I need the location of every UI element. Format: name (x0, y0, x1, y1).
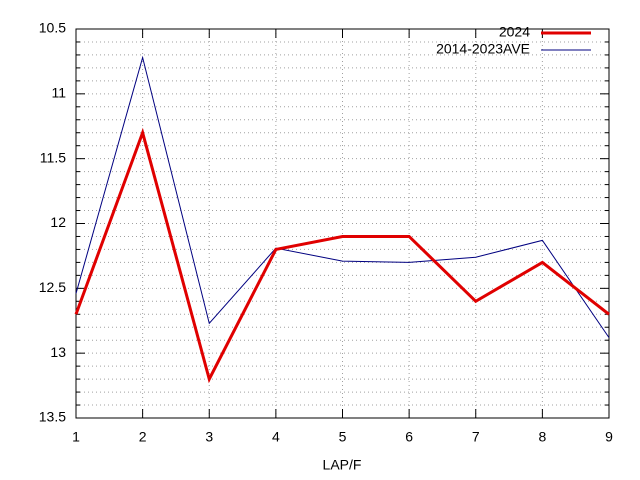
y-tick-label: 11.5 (40, 149, 66, 165)
x-tick-label: 3 (205, 429, 213, 445)
x-tick-label: 7 (472, 429, 480, 445)
data-line (74, 127, 610, 384)
legend-label: 2014-2023AVE (436, 41, 530, 57)
x-tick-label: 2 (139, 429, 147, 445)
y-tick-label: 12 (50, 214, 66, 230)
y-tick-label: 10.5 (39, 20, 66, 36)
y-tick-label: 13 (50, 344, 66, 360)
x-tick-label: 4 (272, 429, 280, 445)
legend-label: 2024 (499, 24, 530, 40)
x-tick-label: 9 (605, 429, 613, 445)
x-tick-label: 6 (405, 429, 413, 445)
x-axis-label: LAP/F (323, 457, 362, 473)
y-tick-label: 13.5 (39, 409, 66, 425)
plot-frame (75, 28, 610, 419)
x-tick-label: 1 (72, 429, 80, 445)
y-tick-label: 11 (51, 85, 66, 101)
x-tick-label: 8 (538, 429, 546, 445)
y-tick-label: 12.5 (39, 279, 66, 295)
x-tick-label: 5 (339, 429, 347, 445)
data-line (75, 55, 610, 338)
